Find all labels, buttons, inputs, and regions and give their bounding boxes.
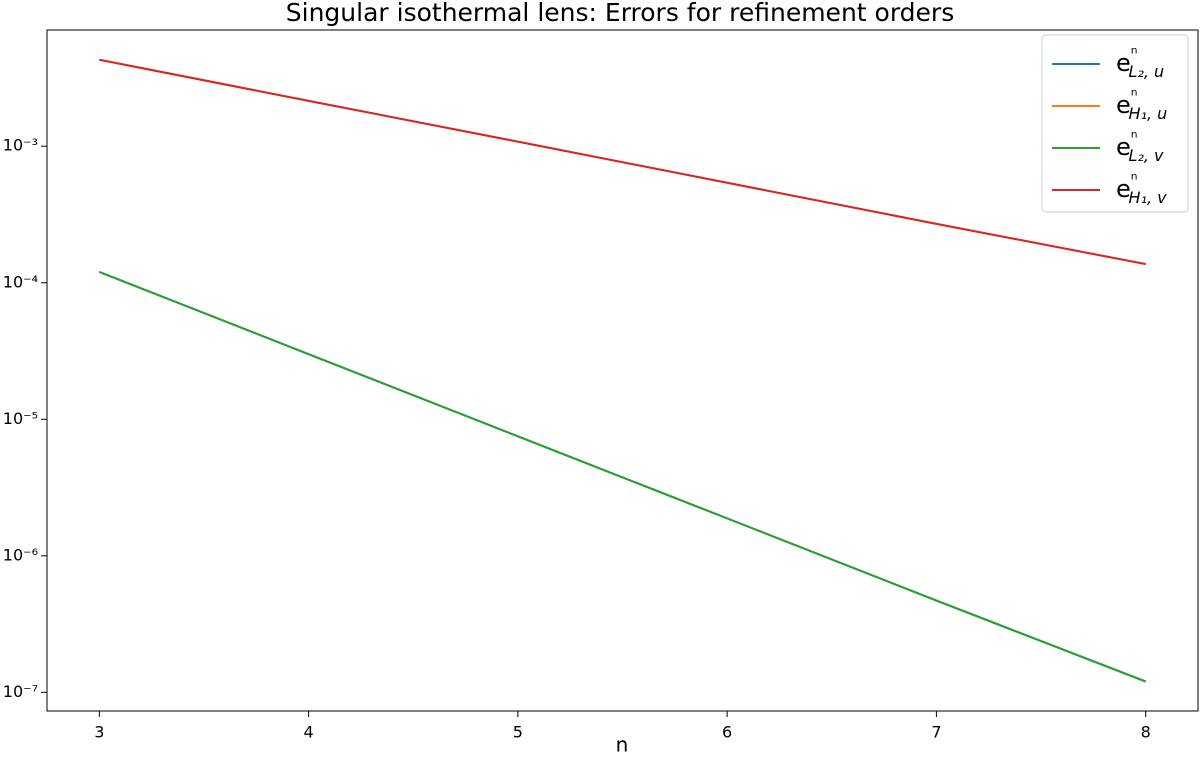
x-tick-label: 7 <box>931 723 941 742</box>
chart-title: Singular isothermal lens: Errors for ref… <box>286 0 954 27</box>
series-line <box>99 58 1146 266</box>
x-axis-label: n <box>616 733 629 757</box>
legend-label: eⁿ H₁, u <box>1116 86 1167 123</box>
x-tick-label: 8 <box>1141 723 1151 742</box>
y-tick-label: 10⁻⁶ <box>3 545 38 564</box>
y-tick-label: 10⁻⁷ <box>3 682 38 701</box>
x-tick-label: 3 <box>94 723 104 742</box>
x-tick-label: 4 <box>303 723 313 742</box>
x-tick-label: 5 <box>513 723 523 742</box>
legend-box <box>1041 34 1189 213</box>
x-tick-label: 6 <box>722 723 732 742</box>
legend-label: eⁿ H₁, v <box>1116 170 1167 207</box>
legend-label: eⁿ L₂, u <box>1116 44 1164 81</box>
y-tick-label: 10⁻⁴ <box>3 272 38 291</box>
plot-area <box>46 29 1199 712</box>
legend: eⁿ L₂, u eⁿ H₁, u eⁿ L₂, v eⁿ H₁, v <box>1041 34 1189 213</box>
series-line <box>98 271 1147 683</box>
legend-label: eⁿ L₂, v <box>1116 128 1164 165</box>
y-tick-label: 10⁻⁵ <box>3 409 38 428</box>
y-tick-label: 10⁻³ <box>3 136 38 155</box>
